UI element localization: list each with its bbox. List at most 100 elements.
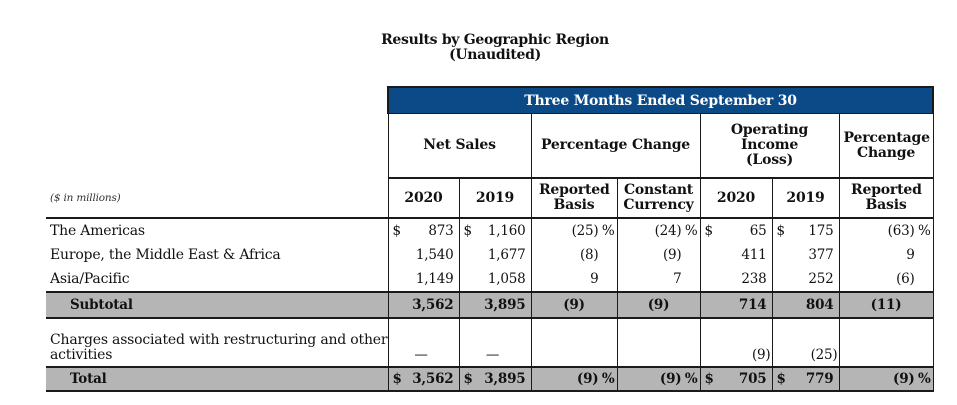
table-row: The Americas $873 $1,160 (25)% (24)% $65… bbox=[46, 218, 934, 243]
oi-2020-cell: $705 bbox=[699, 366, 773, 392]
percent-symbol: % bbox=[917, 223, 931, 239]
currency-symbol: $ bbox=[776, 371, 786, 387]
value: 779 bbox=[805, 371, 834, 387]
row-label: Charges associated with restructuring an… bbox=[50, 332, 388, 363]
constant-currency-cell: (9)% bbox=[616, 366, 701, 392]
oi-reported-basis-cell: (63)% bbox=[838, 218, 934, 243]
net-sales-2019-cell: 1,058 bbox=[458, 267, 532, 292]
sub-header-row: ($ in millions) 2020 2019 Reported Basis… bbox=[46, 178, 934, 219]
header-operating-income: Operating Income (Loss) bbox=[699, 113, 840, 179]
reported-basis-cell: (8) bbox=[530, 243, 618, 267]
net-sales-2020-cell: 1,540 bbox=[387, 243, 460, 267]
header-reported-basis: Reported Basis bbox=[530, 178, 618, 219]
oi-2019-cell: $779 bbox=[771, 366, 840, 392]
header-oi-reported-basis-label: Reported Basis bbox=[851, 182, 922, 213]
oi-2020-cell: (9) bbox=[699, 318, 773, 367]
percent-symbol: % bbox=[917, 371, 931, 387]
header-oi-2020: 2020 bbox=[699, 178, 773, 219]
percent-symbol: % bbox=[601, 371, 615, 387]
net-sales-2019-cell: 3,895 bbox=[458, 291, 532, 319]
header-constant-currency: Constant Currency bbox=[616, 178, 701, 219]
oi-2019-cell: 377 bbox=[771, 243, 840, 267]
reported-basis-cell: (9)% bbox=[530, 366, 618, 392]
report-title-subtitle: (Unaudited) bbox=[449, 47, 541, 63]
value: 65 bbox=[749, 223, 767, 239]
oi-reported-basis-cell: 9 bbox=[838, 243, 934, 267]
percent-symbol: % bbox=[684, 223, 698, 239]
value: (9) bbox=[893, 371, 915, 387]
subtotal-row: Subtotal 3,562 3,895 (9) (9) 714 804 (11… bbox=[46, 291, 934, 319]
currency-symbol: $ bbox=[704, 371, 714, 387]
oi-reported-basis-cell: (11) bbox=[838, 291, 934, 319]
oi-reported-basis-cell: (9)% bbox=[838, 366, 934, 392]
geographic-results-table: Three Months Ended September 30 Net Sale… bbox=[46, 86, 935, 392]
oi-2020-cell: 411 bbox=[699, 243, 773, 267]
oi-2019-cell: (25) bbox=[771, 318, 840, 367]
net-sales-2019-cell: 1,677 bbox=[458, 243, 532, 267]
net-sales-2020-cell: — bbox=[387, 318, 460, 367]
currency-symbol: $ bbox=[392, 371, 402, 387]
constant-currency-cell: 7 bbox=[616, 267, 701, 292]
oi-2020-cell: $65 bbox=[699, 218, 773, 243]
table-row: Asia/Pacific 1,149 1,058 9 7 238 252 (6) bbox=[46, 267, 934, 292]
value: 3,895 bbox=[484, 371, 526, 387]
oi-2020-cell: 238 bbox=[699, 267, 773, 292]
header-percentage-change: Percentage Change bbox=[530, 113, 701, 179]
value: (24) bbox=[654, 223, 682, 239]
header-net-sales-2020: 2020 bbox=[387, 178, 460, 219]
row-label: The Americas bbox=[50, 223, 145, 239]
net-sales-2019-cell: — bbox=[458, 318, 532, 367]
blank-cell bbox=[46, 114, 388, 179]
currency-symbol: $ bbox=[463, 371, 473, 387]
oi-2019-cell: $175 bbox=[771, 218, 840, 243]
oi-2019-cell: 804 bbox=[771, 291, 840, 319]
value: 175 bbox=[808, 223, 834, 239]
constant-currency-cell: (9) bbox=[616, 291, 701, 319]
value: 1,160 bbox=[487, 223, 526, 239]
units-note: ($ in millions) bbox=[46, 178, 388, 219]
constant-currency-cell: (9) bbox=[616, 243, 701, 267]
value: (63) bbox=[887, 223, 915, 239]
net-sales-2020-cell: 1,149 bbox=[387, 267, 460, 292]
value: (9) bbox=[659, 371, 682, 387]
header-oi-reported-basis: Reported Basis bbox=[838, 178, 934, 219]
reported-basis-cell bbox=[530, 318, 618, 367]
reported-basis-cell: 9 bbox=[530, 267, 618, 292]
oi-reported-basis-cell: (6) bbox=[838, 267, 934, 292]
header-oi-percentage-change: Percentage Change bbox=[838, 113, 934, 179]
row-label: Europe, the Middle East & Africa bbox=[50, 247, 281, 263]
blank-cell bbox=[46, 87, 388, 114]
header-reported-basis-label: Reported Basis bbox=[539, 182, 610, 213]
header-oi-percentage-change-label: Percentage Change bbox=[843, 129, 930, 161]
header-operating-income-label: Operating Income (Loss) bbox=[730, 122, 809, 168]
value: (9) bbox=[576, 371, 599, 387]
oi-2019-cell: 252 bbox=[771, 267, 840, 292]
table-row: Europe, the Middle East & Africa 1,540 1… bbox=[46, 243, 934, 267]
percent-symbol: % bbox=[684, 371, 698, 387]
net-sales-2019-cell: $3,895 bbox=[458, 366, 532, 392]
percent-symbol: % bbox=[601, 223, 615, 239]
currency-symbol: $ bbox=[463, 223, 473, 239]
group-header-row: Net Sales Percentage Change Operating In… bbox=[46, 113, 934, 179]
header-net-sales-2019: 2019 bbox=[458, 178, 532, 219]
currency-symbol: $ bbox=[704, 223, 714, 239]
report-title-main: Results by Geographic Region bbox=[381, 32, 609, 48]
reported-basis-cell: (9) bbox=[530, 291, 618, 319]
period-banner-row: Three Months Ended September 30 bbox=[46, 86, 935, 114]
charges-row: Charges associated with restructuring an… bbox=[46, 318, 934, 367]
total-row: Total $3,562 $3,895 (9)% (9)% $705 $779 … bbox=[46, 366, 934, 392]
value: 873 bbox=[428, 223, 454, 239]
reported-basis-cell: (25)% bbox=[530, 218, 618, 243]
row-label: Asia/Pacific bbox=[50, 271, 130, 287]
oi-reported-basis-cell bbox=[838, 318, 934, 367]
period-banner: Three Months Ended September 30 bbox=[386, 86, 935, 114]
net-sales-2020-cell: 3,562 bbox=[387, 291, 460, 319]
report-title: Results by Geographic Region (Unaudited) bbox=[370, 33, 620, 63]
constant-currency-cell: (24)% bbox=[616, 218, 701, 243]
row-label: Total bbox=[46, 366, 388, 392]
header-net-sales: Net Sales bbox=[387, 113, 532, 179]
value: 705 bbox=[738, 371, 767, 387]
row-label: Subtotal bbox=[46, 291, 388, 319]
header-constant-currency-label: Constant Currency bbox=[623, 182, 694, 213]
net-sales-2020-cell: $873 bbox=[387, 218, 460, 243]
